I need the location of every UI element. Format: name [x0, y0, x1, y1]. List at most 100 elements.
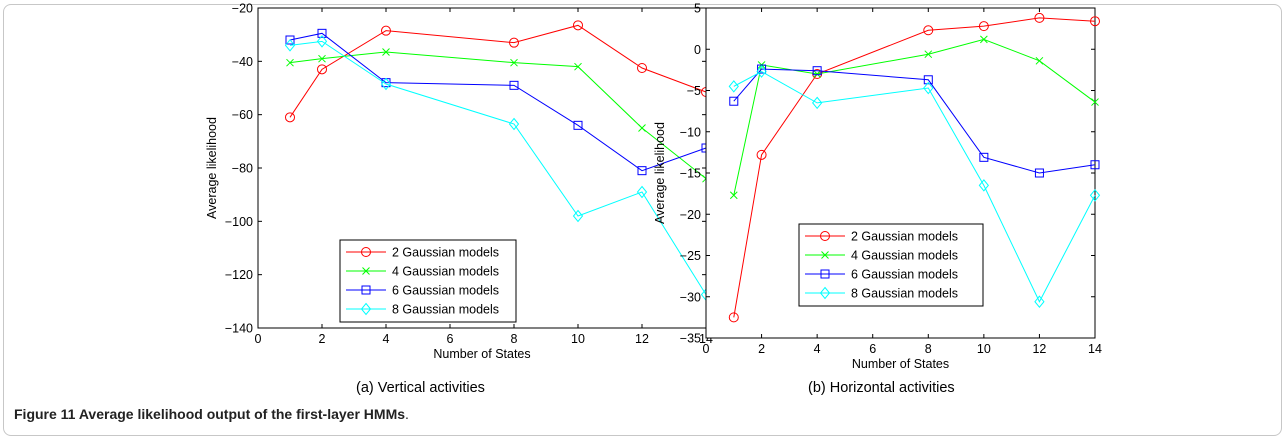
data-point [285, 112, 295, 123]
y-tick-label: −20 [680, 208, 701, 222]
data-point [812, 66, 822, 76]
y-tick-label: −60 [232, 108, 253, 122]
y-tick-label: −20 [232, 2, 253, 16]
data-point [510, 58, 518, 67]
x-tick-label: 12 [1032, 342, 1046, 356]
data-point [756, 149, 767, 160]
y-tick-label: −140 [225, 322, 253, 336]
y-tick-label: −100 [225, 215, 253, 229]
x-tick-label: 2 [758, 342, 765, 356]
data-point [508, 117, 520, 131]
legend-marker [819, 286, 831, 300]
series-line [289, 24, 707, 118]
data-point [382, 48, 390, 56]
data-point [923, 25, 934, 36]
legend-label: 4 Gaussian models [392, 265, 499, 279]
figure-title: Average likelihood output of the first-l… [78, 406, 406, 422]
data-point [380, 77, 392, 91]
data-point [318, 54, 326, 63]
x-tick-label: 0 [703, 342, 710, 356]
data-point [756, 65, 767, 78]
legend-label: 8 Gaussian models [851, 287, 958, 301]
top-edge [0, 0, 1287, 4]
data-point [637, 63, 647, 73]
data-point [636, 185, 648, 199]
data-point [979, 152, 989, 162]
data-point [316, 35, 328, 48]
x-tick-label: 4 [814, 342, 821, 356]
data-point [573, 120, 583, 130]
y-tick-label: −25 [680, 249, 701, 263]
legend-marker [361, 247, 371, 257]
data-point [637, 166, 647, 176]
data-point [286, 58, 294, 67]
data-point [284, 39, 296, 52]
data-point [980, 35, 988, 44]
y-tick-label: −80 [232, 162, 253, 176]
x-axis-label: Number of States [433, 347, 530, 361]
x-tick-label: 4 [383, 332, 390, 346]
data-point [728, 80, 739, 93]
y-tick-label: −30 [680, 290, 701, 304]
data-point [285, 35, 295, 45]
data-point [573, 20, 583, 31]
x-tick-label: 0 [255, 332, 262, 346]
x-axis-label: Number of States [852, 357, 949, 371]
x-tick-label: 8 [511, 332, 518, 346]
data-point [574, 62, 582, 71]
data-point [638, 124, 646, 132]
series-line [289, 40, 707, 295]
figure-caption-text: Figure 11 Average likelihood output of t… [14, 406, 405, 422]
y-tick-label: −10 [680, 125, 701, 139]
series-line [733, 17, 1096, 318]
data-point [381, 25, 391, 36]
data-point [1090, 16, 1100, 27]
data-point [729, 191, 738, 200]
data-point [978, 179, 990, 192]
legend-marker [361, 285, 371, 295]
data-point [509, 37, 519, 48]
data-point [728, 312, 739, 323]
data-point [813, 70, 821, 78]
data-point [811, 96, 823, 110]
data-point [1034, 168, 1044, 178]
data-point [978, 21, 989, 32]
x-tick-label: 6 [869, 342, 876, 356]
figure-label: Figure 11 [14, 406, 76, 422]
data-point [317, 28, 327, 38]
data-point [923, 75, 933, 85]
series-line [733, 70, 1096, 303]
legend-label: 6 Gaussian models [851, 268, 958, 282]
series-line [733, 68, 1096, 174]
legend-label: 2 Gaussian models [851, 230, 958, 244]
data-point [317, 64, 327, 75]
data-point [924, 50, 933, 59]
legend-label: 6 Gaussian models [392, 284, 499, 298]
data-point [729, 96, 739, 106]
legend-marker [360, 302, 372, 316]
legend-label: 4 Gaussian models [851, 249, 958, 263]
data-point [1034, 12, 1045, 23]
y-tick-label: −5 [687, 84, 701, 98]
data-point [1091, 98, 1099, 106]
x-tick-label: 6 [447, 332, 454, 346]
x-tick-label: 10 [977, 342, 991, 356]
x-tick-label: 8 [925, 342, 932, 356]
figure-caption: Figure 11 Average likelihood output of t… [14, 406, 409, 422]
data-point [1034, 295, 1045, 308]
legend-label: 8 Gaussian models [392, 303, 499, 317]
data-point [509, 80, 519, 90]
x-tick-label: 10 [571, 332, 585, 346]
data-point [923, 81, 934, 95]
data-point [1035, 56, 1044, 65]
y-tick-label: 5 [694, 2, 701, 16]
legend-marker [821, 251, 829, 259]
series-line [289, 32, 707, 172]
x-tick-label: 2 [319, 332, 326, 346]
y-axis-label: Average likelihood [205, 117, 219, 219]
legend-marker [362, 267, 370, 275]
subcaption-b: (b) Horizontal activities [808, 380, 955, 396]
x-tick-label: 12 [635, 332, 649, 346]
